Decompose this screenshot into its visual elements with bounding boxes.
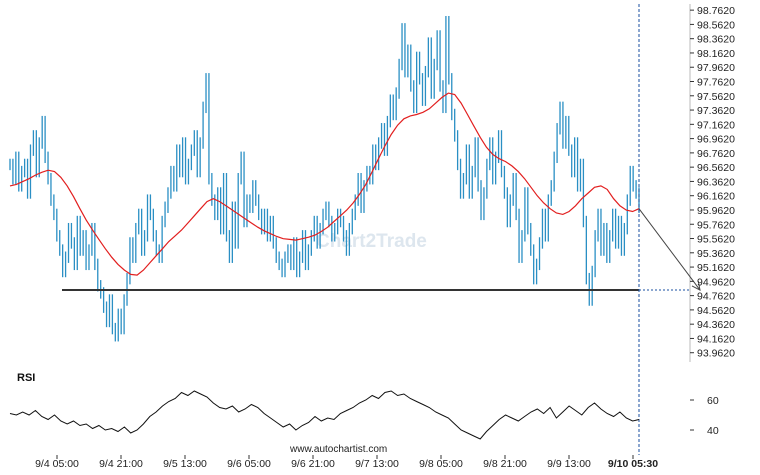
time-tick-label: 9/7 13:00 [355,458,399,470]
rsi-tick-label: 60 [707,395,719,407]
moving-average-line [9,92,640,276]
price-bars [9,15,640,342]
price-tick-label: 97.9620 [697,62,735,74]
price-tick-label: 96.7620 [697,148,735,160]
price-tick-label: 95.1620 [697,262,735,274]
time-tick-label: 9/6 21:00 [291,458,335,470]
price-tick-label: 96.3620 [697,176,735,188]
time-tick-label: 9/5 13:00 [163,458,207,470]
price-tick-label: 97.3620 [697,105,735,117]
price-tick-label: 94.1620 [697,333,735,345]
price-tick-label: 96.5620 [697,162,735,174]
price-tick-label: 98.7620 [697,5,735,17]
price-tick-label: 97.1620 [697,119,735,131]
price-tick-label: 95.3620 [697,248,735,260]
price-tick-label: 97.7620 [697,77,735,89]
price-tick-label: 97.5620 [697,91,735,103]
time-tick-label: 9/4 05:00 [35,458,79,470]
price-tick-label: 95.7620 [697,219,735,231]
price-tick-label: 94.9620 [697,276,735,288]
price-tick-label: 98.5620 [697,19,735,31]
projection-arrowhead [691,281,701,292]
price-tick-label: 94.3620 [697,319,735,331]
price-tick-label: 96.9620 [697,134,735,146]
price-tick-label: 98.3620 [697,34,735,46]
rsi-panel: RSI 60 40 [9,372,719,440]
rsi-tick-label: 40 [707,425,719,437]
price-tick-label: 96.1620 [697,191,735,203]
time-tick-label: 9/4 21:00 [99,458,143,470]
rsi-axis: 60 40 [690,395,719,437]
rsi-title: RSI [17,372,35,384]
price-axis: 98.7620 98.5620 98.3620 98.1620 97.9620 97.76… [690,5,735,360]
price-tick-label: 93.9620 [697,348,735,360]
projection-arrow [638,208,701,291]
time-tick-label: 9/8 05:00 [419,458,463,470]
price-tick-label: 95.5620 [697,234,735,246]
price-tick-label: 94.5620 [697,305,735,317]
time-tick-label: 9/6 05:00 [227,458,271,470]
time-tick-label: 9/10 05:30 [608,458,658,470]
website-label: www.autochartist.com [289,444,387,455]
time-tick-label: 9/9 13:00 [547,458,591,470]
price-tick-label: 94.7620 [697,291,735,303]
price-tick-label: 98.1620 [697,48,735,60]
time-tick-label: 9/8 21:00 [483,458,527,470]
watermark-text: Chart2Trade [316,231,427,252]
rsi-line [9,390,640,440]
time-axis: 9/4 05:00 9/4 21:00 9/5 13:00 9/6 05:00 9/6 … [35,455,658,470]
price-tick-label: 95.9620 [697,205,735,217]
